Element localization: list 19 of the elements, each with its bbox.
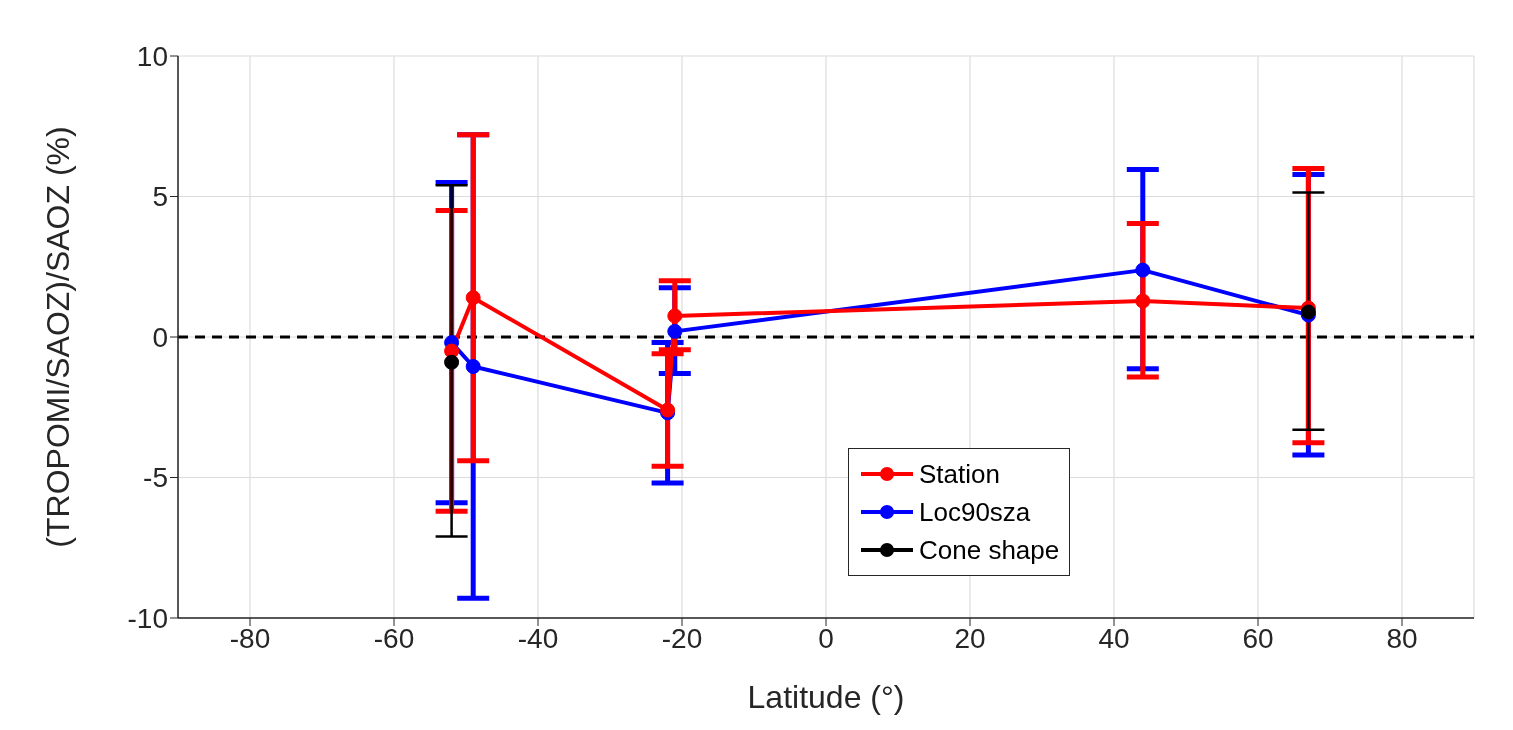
y-tick-label: 10 — [136, 40, 168, 72]
y-tick-label: -10 — [127, 602, 168, 634]
x-tick-label: -20 — [661, 622, 703, 654]
x-tick-label: 20 — [954, 622, 986, 654]
x-tick-label: 40 — [1098, 622, 1130, 654]
legend-label: Station — [919, 458, 1000, 490]
x-tick-label: -80 — [229, 622, 271, 654]
x-axis-title: Latitude (°) — [747, 679, 905, 715]
x-tick-label: 60 — [1242, 622, 1274, 654]
x-tick-label: -60 — [373, 622, 415, 654]
legend-label: Loc90sza — [919, 496, 1031, 528]
x-tick-label: 80 — [1386, 622, 1418, 654]
legend-label: Cone shape — [919, 534, 1060, 566]
y-tick-label: -5 — [143, 462, 168, 494]
y-tick-label: 5 — [152, 181, 168, 213]
y-tick-label: 0 — [152, 321, 168, 353]
y-axis-title: (TROPOMI/SAOZ)/SAOZ (%) — [40, 126, 77, 548]
x-tick-label: -40 — [517, 622, 559, 654]
x-tick-label: 0 — [818, 622, 834, 654]
